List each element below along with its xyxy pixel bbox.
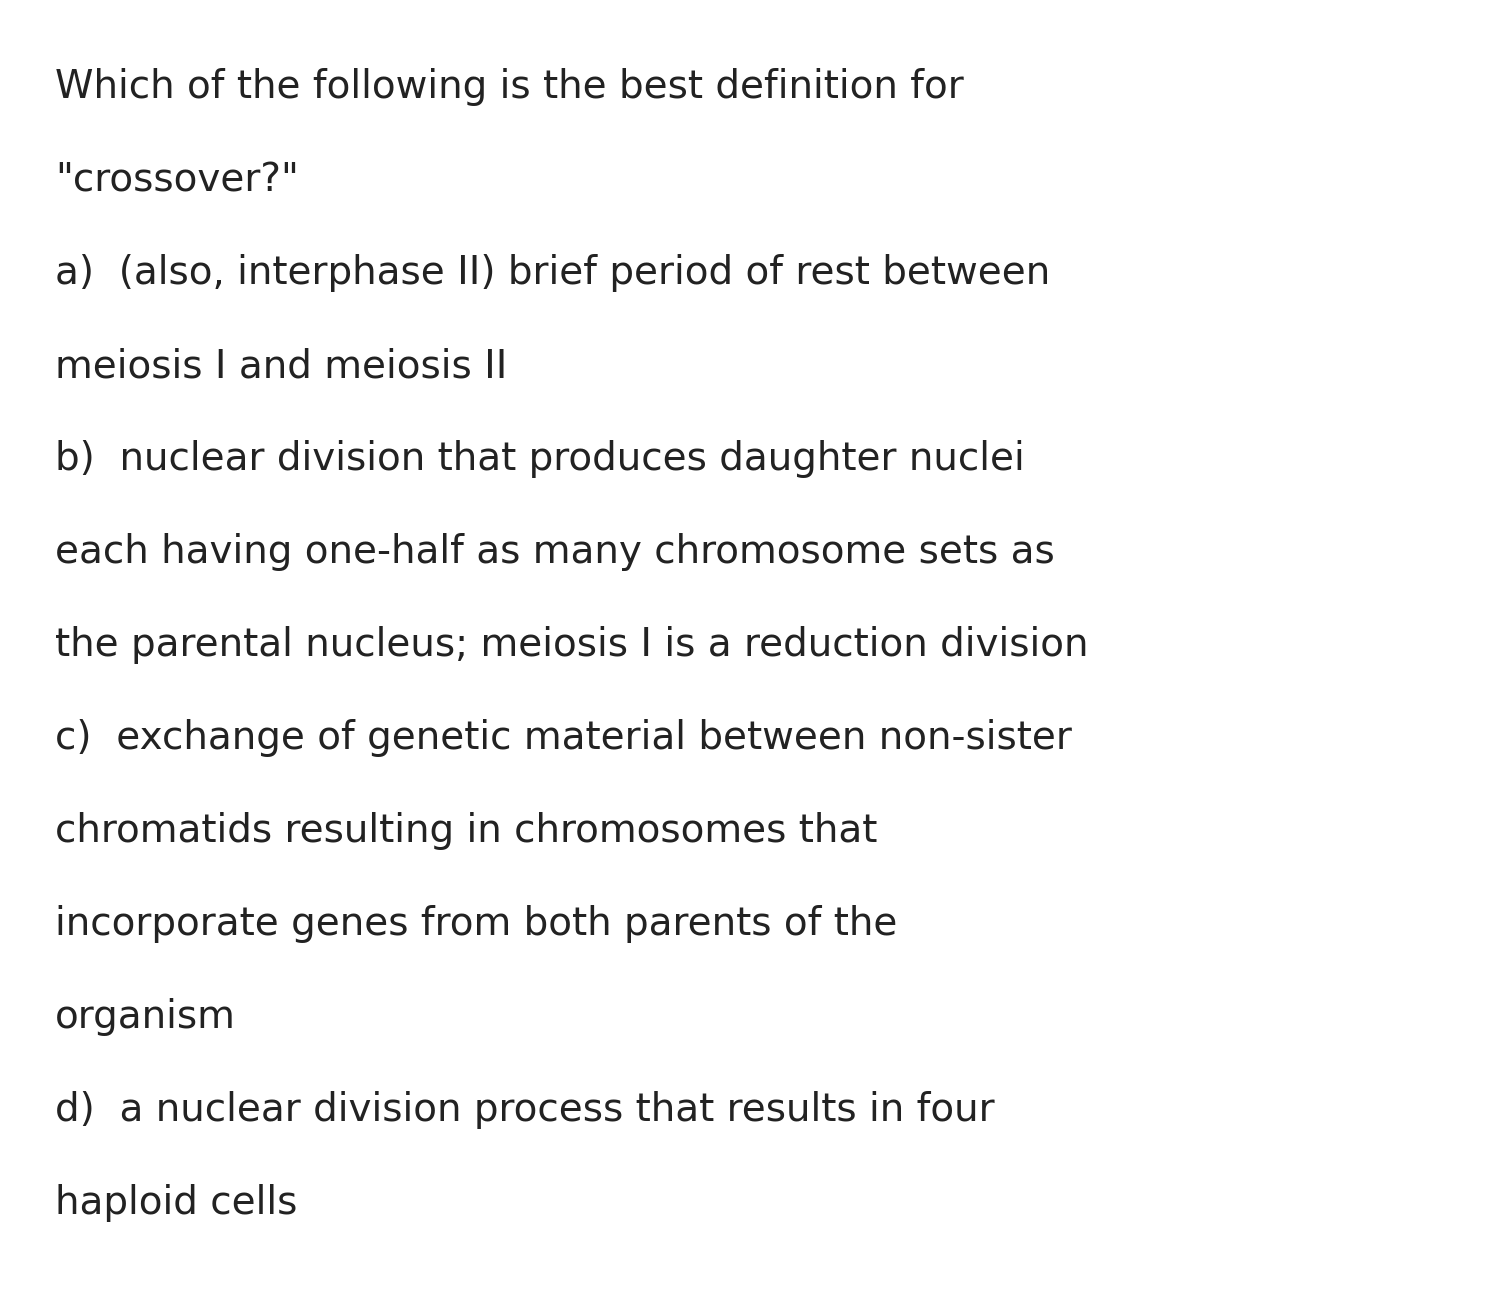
Text: incorporate genes from both parents of the: incorporate genes from both parents of t… (56, 905, 897, 943)
Text: chromatids resulting in chromosomes that: chromatids resulting in chromosomes that (56, 812, 877, 850)
Text: b)  nuclear division that produces daughter nuclei: b) nuclear division that produces daught… (56, 439, 1024, 479)
Text: meiosis I and meiosis II: meiosis I and meiosis II (56, 347, 507, 385)
Text: c)  exchange of genetic material between non-sister: c) exchange of genetic material between … (56, 719, 1072, 758)
Text: Which of the following is the best definition for: Which of the following is the best defin… (56, 68, 963, 106)
Text: a)  (also, interphase II) brief period of rest between: a) (also, interphase II) brief period of… (56, 254, 1050, 292)
Text: haploid cells: haploid cells (56, 1184, 297, 1222)
Text: organism: organism (56, 998, 236, 1035)
Text: d)  a nuclear division process that results in four: d) a nuclear division process that resul… (56, 1091, 994, 1129)
Text: each having one-half as many chromosome sets as: each having one-half as many chromosome … (56, 533, 1054, 571)
Text: the parental nucleus; meiosis I is a reduction division: the parental nucleus; meiosis I is a red… (56, 626, 1089, 664)
Text: "crossover?": "crossover?" (56, 160, 298, 200)
